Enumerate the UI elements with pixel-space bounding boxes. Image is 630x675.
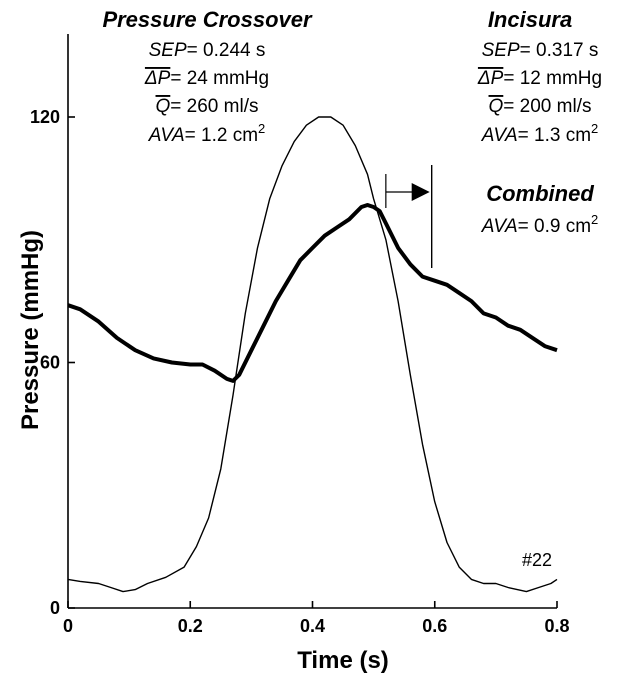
x-tick-label: 0 <box>63 616 73 636</box>
pressure-crossover-title: Pressure Crossover <box>102 7 313 32</box>
x-tick-label: 0.2 <box>178 616 203 636</box>
x-tick-label: 0.4 <box>300 616 325 636</box>
pressure-crossover-annotation: Pressure Crossover SEP= 0.244 s ΔP= 24 m… <box>102 7 313 146</box>
combined-ava: AVA= 0.9 cm2 <box>481 212 599 237</box>
pressure-series-thin <box>67 116 558 593</box>
x-tick-label: 0.6 <box>422 616 447 636</box>
y-tick-label: 60 <box>40 353 60 373</box>
incisura-dp: ΔP= 12 mmHg <box>477 68 602 89</box>
pressure-crossover-q: Q= 260 ml/s <box>156 96 259 117</box>
case-label: #22 <box>522 550 552 570</box>
y-tick-label: 120 <box>30 107 60 127</box>
incisura-q: Q= 200 ml/s <box>489 96 592 117</box>
x-tick-label: 0.8 <box>544 616 569 636</box>
pressure-crossover-sep: SEP= 0.244 s <box>149 40 266 61</box>
incisura-ava: AVA= 1.3 cm2 <box>481 121 599 146</box>
incisura-title: Incisura <box>488 7 572 32</box>
sep-arrow-head <box>411 183 430 201</box>
combined-annotation: Combined AVA= 0.9 cm2 <box>481 181 599 237</box>
pressure-crossover-dp: ΔP= 24 mmHg <box>144 68 269 89</box>
y-tick-label: 0 <box>50 598 60 618</box>
pressure-crossover-ava: AVA= 1.2 cm2 <box>148 121 266 146</box>
incisura-annotation: Incisura SEP= 0.317 s ΔP= 12 mmHg Q= 200… <box>477 7 602 146</box>
y-axis-label: Pressure (mmHg) <box>17 230 44 430</box>
combined-title: Combined <box>486 181 594 206</box>
pressure-series-thick <box>67 203 558 383</box>
x-axis-label: Time (s) <box>297 647 389 674</box>
incisura-sep: SEP= 0.317 s <box>482 40 599 61</box>
